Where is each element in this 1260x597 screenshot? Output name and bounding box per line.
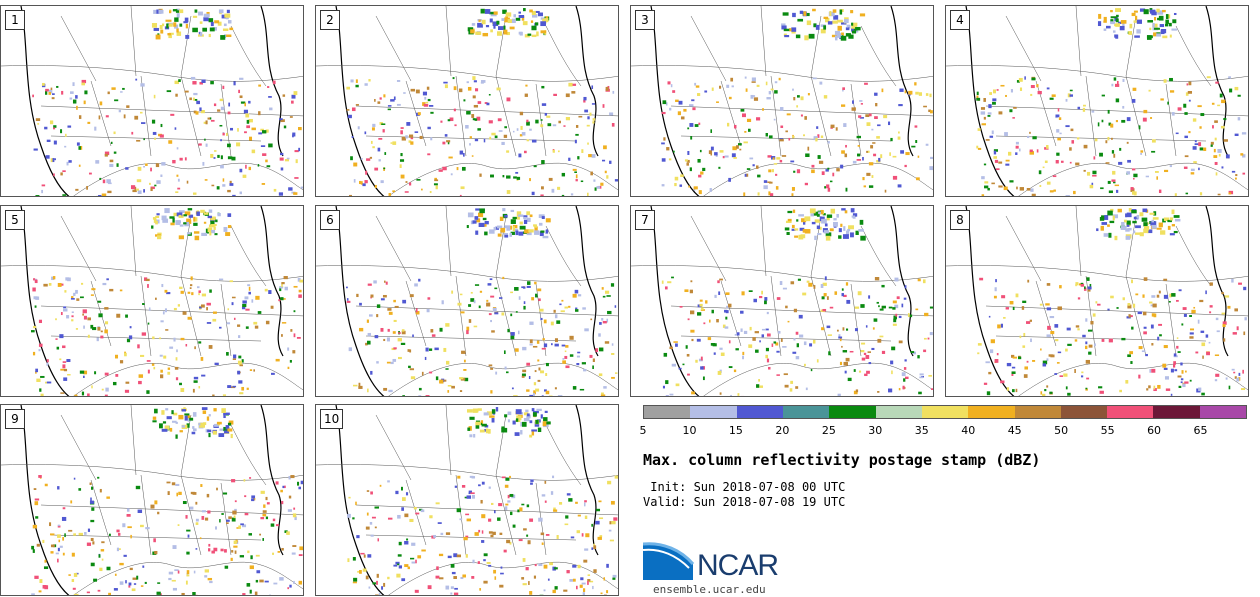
ncar-logo-icon: [643, 542, 695, 580]
colorbar-tick-label: 35: [914, 424, 929, 437]
ncar-logo-text: NCAR: [697, 549, 779, 582]
colorbar-segment: [736, 406, 783, 418]
colorbar-tick-label: 30: [868, 424, 883, 437]
colorbar-tick-label: 5: [639, 424, 647, 437]
colorbar-tick-label: 55: [1100, 424, 1115, 437]
colorbar-segment: [644, 406, 691, 418]
member-number: 10: [320, 409, 344, 429]
reflectivity-map: [316, 6, 618, 196]
ensemble-member-panel: 4: [945, 5, 1249, 197]
member-number: 3: [635, 10, 655, 30]
reflectivity-map: [316, 405, 618, 595]
member-number: 1: [5, 10, 25, 30]
ensemble-member-panel: 10: [315, 404, 619, 596]
member-number: 4: [950, 10, 970, 30]
ensemble-member-panel: 6: [315, 205, 619, 397]
colorbar-ticks: 5 10 15 20 25 30 35 40 45 50 55 60 65: [639, 424, 1247, 438]
colorbar-tick-label: 60: [1147, 424, 1162, 437]
ensemble-member-panel: 7: [630, 205, 934, 397]
member-number: 7: [635, 210, 655, 230]
colorbar-segment: [875, 406, 922, 418]
colorbar-segment: [782, 406, 830, 418]
colorbar-tick-label: 10: [682, 424, 697, 437]
colorbar-tick-label: 45: [1007, 424, 1022, 437]
reflectivity-map: [1, 6, 303, 196]
colorbar-tick-label: 40: [961, 424, 976, 437]
colorbar-segment: [829, 406, 876, 418]
colorbar-tick-label: 20: [775, 424, 790, 437]
member-number: 2: [320, 10, 340, 30]
plot-title: Max. column reflectivity postage stamp (…: [643, 451, 1041, 469]
member-number: 6: [320, 210, 340, 230]
member-number: 5: [5, 210, 25, 230]
colorbar-tick-label: 15: [728, 424, 743, 437]
ensemble-member-panel: 2: [315, 5, 619, 197]
colorbar-segment: [1014, 406, 1061, 418]
reflectivity-map: [1, 405, 303, 595]
colorbar-tick-label: 65: [1193, 424, 1208, 437]
reflectivity-map: [631, 6, 933, 196]
reflectivity-map: [631, 206, 933, 396]
reflectivity-map: [316, 206, 618, 396]
colorbar-tick-label: 50: [1054, 424, 1069, 437]
colorbar-tick-label: 25: [821, 424, 836, 437]
colorbar-segment: [690, 406, 737, 418]
reflectivity-colorbar: [643, 405, 1247, 419]
colorbar-segment: [1107, 406, 1154, 418]
valid-time: Valid: Sun 2018-07-08 19 UTC: [643, 495, 846, 509]
colorbar-segment: [921, 406, 969, 418]
member-number: 9: [5, 409, 25, 429]
reflectivity-map: [946, 6, 1248, 196]
website-url: ensemble.ucar.edu: [653, 583, 766, 596]
reflectivity-map: [946, 206, 1248, 396]
colorbar-segment: [968, 406, 1015, 418]
member-number: 8: [950, 210, 970, 230]
ensemble-member-panel: 3: [630, 5, 934, 197]
colorbar-segment: [1199, 406, 1247, 418]
colorbar-segment: [1153, 406, 1200, 418]
colorbar-segment: [1060, 406, 1108, 418]
init-time: Init: Sun 2018-07-08 00 UTC: [643, 480, 846, 494]
ensemble-member-panel: 1: [0, 5, 304, 197]
ensemble-member-panel: 5: [0, 205, 304, 397]
reflectivity-map: [1, 206, 303, 396]
ensemble-member-panel: 8: [945, 205, 1249, 397]
ensemble-member-panel: 9: [0, 404, 304, 596]
